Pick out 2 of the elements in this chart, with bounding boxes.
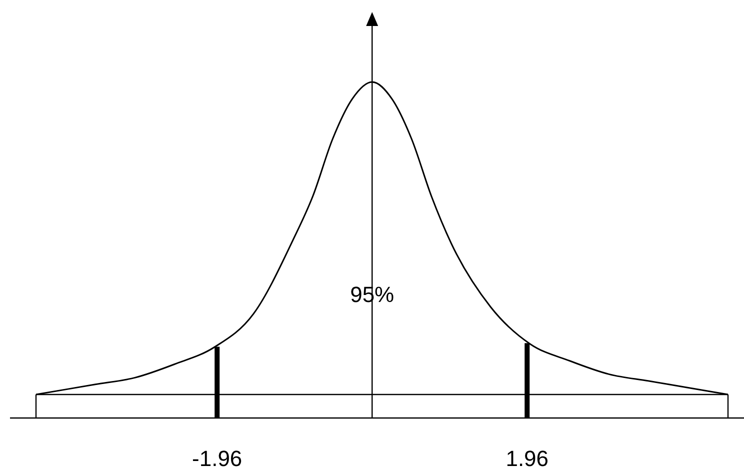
x-tick-label: 1.96 xyxy=(506,446,549,470)
x-tick-label: -1.96 xyxy=(192,446,242,470)
